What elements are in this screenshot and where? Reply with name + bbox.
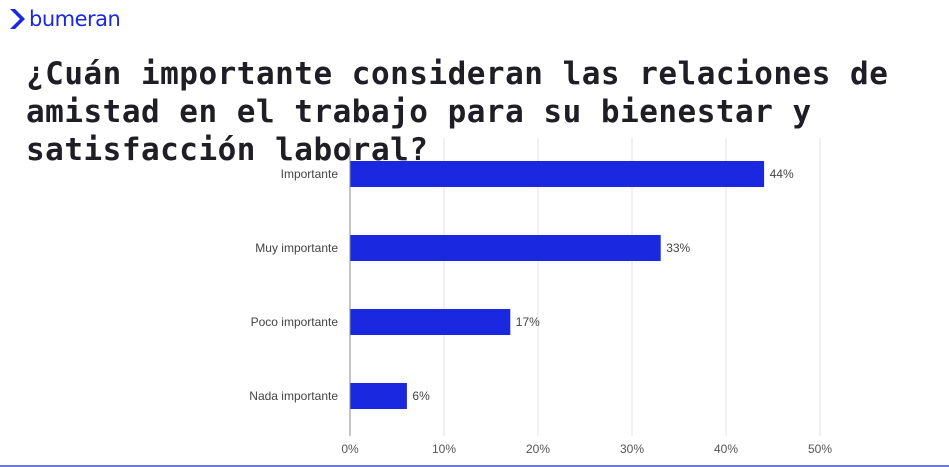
bar [350, 309, 511, 335]
x-tick-label: 50% [808, 442, 832, 456]
x-tick-label: 20% [526, 442, 550, 456]
data-label: 6% [412, 389, 430, 403]
category-label: Muy importante [255, 241, 338, 255]
category-label: Nada importante [249, 389, 338, 403]
data-label: 33% [666, 241, 690, 255]
bar [350, 235, 661, 261]
chevron-right-icon [10, 9, 25, 29]
x-tick-label: 30% [620, 442, 644, 456]
x-tick-label: 10% [432, 442, 456, 456]
x-tick-label: 40% [714, 442, 738, 456]
x-tick-label: 0% [341, 442, 359, 456]
category-label: Importante [281, 167, 339, 181]
data-label: 44% [770, 167, 794, 181]
category-label: Poco importante [251, 315, 339, 329]
bottom-divider [0, 465, 949, 467]
brand-name: bumeran [29, 7, 121, 31]
bar [350, 383, 407, 409]
data-label: 17% [516, 315, 540, 329]
brand-logo: bumeran [8, 6, 121, 32]
bar [350, 161, 765, 187]
